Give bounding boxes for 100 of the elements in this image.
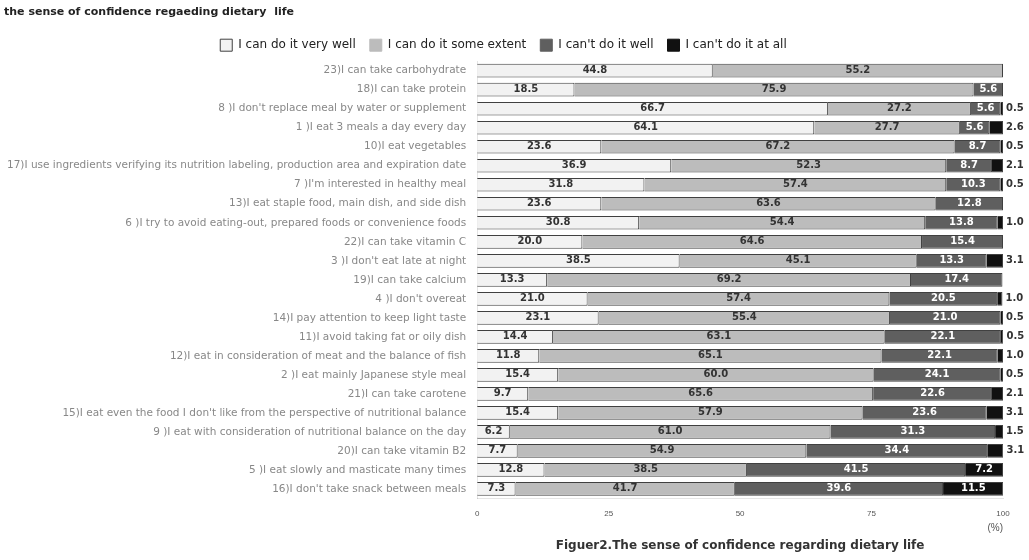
data-label: 0.5 bbox=[1006, 178, 1024, 190]
data-label: 8.7 bbox=[968, 140, 987, 152]
data-label: 1.0 bbox=[1005, 292, 1024, 304]
y-tick-label: 20)I can take vitamin B2 bbox=[337, 443, 467, 456]
data-label: 54.9 bbox=[649, 444, 675, 456]
y-tick-label: 3 )I don't eat late at night bbox=[331, 253, 467, 266]
data-label: 11.8 bbox=[495, 349, 521, 361]
data-label: 64.6 bbox=[739, 235, 765, 247]
y-tick-label: 9 )I eat with consideration of nutritional balance on the day bbox=[153, 424, 467, 437]
data-label: 23.6 bbox=[526, 197, 552, 209]
y-tick-label: 12)I eat in consideration of meat and the balance of fish bbox=[169, 348, 467, 361]
data-label: 2.6 bbox=[1006, 121, 1024, 133]
data-label: 69.2 bbox=[716, 273, 742, 285]
data-label: 39.6 bbox=[826, 482, 852, 494]
data-label: 44.8 bbox=[582, 64, 608, 76]
y-tick-label: 6 )I try to avoid eating-out, prepared foods or convenience foods bbox=[125, 215, 467, 228]
y-tick-label: 22)I can take vitamin C bbox=[343, 234, 467, 247]
data-label: 5.6 bbox=[979, 83, 998, 95]
data-label: 8.7 bbox=[960, 159, 978, 171]
data-label: 38.5 bbox=[633, 463, 659, 475]
y-tick-label: 17)I use ingredients verifying its nutrition labeling, production area and expiration date bbox=[7, 158, 467, 171]
data-label: 5.6 bbox=[976, 102, 995, 114]
data-label: 13.8 bbox=[949, 216, 974, 228]
data-label: 23.1 bbox=[525, 311, 551, 323]
data-label: 0.5 bbox=[1006, 140, 1024, 152]
data-label: 1.0 bbox=[1006, 216, 1024, 228]
legend-label: I can do it very well bbox=[238, 37, 356, 52]
data-label: 30.8 bbox=[545, 216, 571, 228]
data-label: 38.5 bbox=[566, 254, 591, 266]
data-label: 12.8 bbox=[957, 197, 982, 209]
y-tick-label: 1 )I eat 3 meals a day every day bbox=[295, 120, 467, 133]
x-tick-label: 100 bbox=[996, 509, 1011, 519]
data-label: 66.7 bbox=[640, 102, 665, 114]
x-tick-label: 50 bbox=[735, 509, 746, 519]
data-label: 60.0 bbox=[703, 368, 729, 380]
data-label: 0.5 bbox=[1006, 311, 1024, 323]
data-label: 3.1 bbox=[1006, 254, 1024, 266]
data-label: 7.2 bbox=[975, 463, 993, 475]
data-label: 63.1 bbox=[706, 330, 732, 342]
data-label: 14.4 bbox=[502, 330, 528, 342]
data-label: 27.2 bbox=[887, 102, 912, 114]
data-label: 13.3 bbox=[499, 273, 525, 285]
y-tick-label: 19)I can take calcium bbox=[353, 272, 467, 285]
data-label: 0.5 bbox=[1006, 102, 1024, 114]
data-label: 23.6 bbox=[526, 140, 552, 152]
data-label: 22.6 bbox=[920, 387, 945, 399]
data-label: 57.4 bbox=[782, 178, 808, 190]
data-label: 55.4 bbox=[731, 311, 757, 323]
x-tick-label: 0 bbox=[474, 509, 480, 519]
legend-label: I can't do it at all bbox=[685, 37, 787, 52]
data-label: 64.1 bbox=[633, 121, 659, 133]
y-tick-label: 8 )I don't replace meal by water or supplement bbox=[218, 101, 467, 114]
data-label: 12.8 bbox=[498, 463, 524, 475]
text: Figuer2.The sense of confidence regarding dietary life bbox=[555, 538, 925, 553]
data-label: 27.7 bbox=[874, 121, 900, 133]
data-label: 20.5 bbox=[930, 292, 956, 304]
data-label: 10.3 bbox=[960, 178, 986, 190]
data-label: 22.1 bbox=[930, 330, 956, 342]
data-label: 65.1 bbox=[698, 349, 723, 361]
y-tick-label: 13)I eat staple food, main dish, and side dish bbox=[229, 196, 467, 209]
data-label: 1.5 bbox=[1006, 425, 1024, 437]
data-label: 41.5 bbox=[843, 463, 869, 475]
y-tick-label: 15)I eat even the food I don't like from the perspective of nutritional balance bbox=[62, 405, 467, 418]
data-label: 61.0 bbox=[657, 425, 683, 437]
data-label: 45.1 bbox=[785, 254, 811, 266]
y-tick-label: 4 )I don't overeat bbox=[375, 291, 467, 304]
data-label: 63.6 bbox=[756, 197, 781, 209]
y-tick-label: 10)I eat vegetables bbox=[364, 139, 467, 152]
data-label: 65.6 bbox=[688, 387, 714, 399]
data-label: 34.4 bbox=[884, 444, 910, 456]
data-label: 7.7 bbox=[488, 444, 507, 456]
data-label: 13.3 bbox=[939, 254, 965, 266]
text: the sense of confidence regaeding dietary life bbox=[4, 5, 294, 19]
data-label: 9.7 bbox=[493, 387, 512, 399]
data-label: 11.5 bbox=[960, 482, 986, 494]
data-label: 5.6 bbox=[965, 121, 984, 133]
y-tick-label: 21)I can take carotene bbox=[347, 386, 467, 399]
data-label: 20.0 bbox=[517, 235, 543, 247]
data-label: 15.4 bbox=[505, 368, 531, 380]
data-label: 67.2 bbox=[765, 140, 791, 152]
x-axis-title: (%) bbox=[987, 521, 1003, 533]
data-label: 18.5 bbox=[513, 83, 539, 95]
legend-label: I can't do it well bbox=[558, 37, 654, 52]
x-tick-label: 75 bbox=[867, 509, 877, 519]
data-label: 41.7 bbox=[612, 482, 638, 494]
y-tick-label: 18)I can take protein bbox=[356, 82, 467, 95]
y-tick-label: 14)I pay attention to keep light taste bbox=[272, 310, 467, 323]
data-label: 3.1 bbox=[1006, 406, 1024, 418]
data-label: 3.1 bbox=[1006, 444, 1025, 456]
x-tick-label: 25 bbox=[604, 509, 614, 519]
data-label: 22.1 bbox=[927, 349, 953, 361]
data-label: 21.0 bbox=[520, 292, 545, 304]
data-label: 36.9 bbox=[561, 159, 587, 171]
data-label: 6.2 bbox=[484, 425, 503, 437]
data-label: 15.4 bbox=[505, 406, 531, 418]
y-tick-label: 2 )I eat mainly Japanese style meal bbox=[281, 367, 467, 380]
y-tick-label: 7 )I'm interested in healthy meal bbox=[294, 177, 467, 190]
data-label: 1.0 bbox=[1006, 349, 1024, 361]
data-label: 17.4 bbox=[944, 273, 970, 285]
data-label: 2.1 bbox=[1006, 159, 1024, 171]
